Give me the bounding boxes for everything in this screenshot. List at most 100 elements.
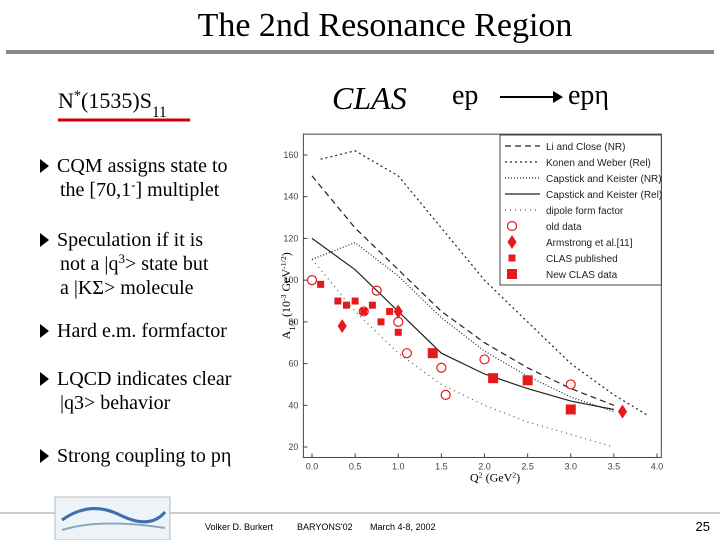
x-tick-label: 3.5 bbox=[608, 461, 621, 471]
text-run: (GeV bbox=[483, 470, 513, 484]
y-tick-label: 120 bbox=[283, 233, 298, 243]
marker-diamond bbox=[337, 319, 347, 333]
marker-circle bbox=[565, 379, 576, 390]
x-tick-label: 2.5 bbox=[521, 461, 534, 471]
x-tick-label: 3.0 bbox=[564, 461, 577, 471]
y-tick-label: 140 bbox=[283, 192, 298, 202]
reaction-initial: ep bbox=[452, 80, 478, 111]
text-run: not a |q bbox=[60, 253, 118, 275]
marker-square bbox=[522, 375, 533, 386]
text-run: A bbox=[279, 330, 293, 339]
legend-label: Li and Close (NR) bbox=[546, 142, 625, 153]
subscript: 11 bbox=[152, 104, 167, 121]
experiment: CLAS bbox=[332, 80, 407, 116]
slide-title: The 2nd Resonance Region bbox=[198, 7, 573, 44]
marker-square bbox=[368, 301, 376, 309]
text-run: (1535)S bbox=[81, 88, 152, 113]
text-run: GeV bbox=[279, 268, 293, 294]
marker-circle bbox=[306, 275, 318, 286]
x-tick-label: 0.5 bbox=[349, 461, 362, 471]
reaction-final: epη bbox=[568, 80, 609, 111]
reaction-arrow-head bbox=[553, 91, 563, 103]
marker-square bbox=[377, 318, 385, 326]
text-run: Hard e.m. formfactor bbox=[57, 320, 227, 342]
text-run: the [70,1 bbox=[60, 179, 131, 201]
marker-diamond bbox=[393, 304, 403, 319]
legend-label: dipole form factor bbox=[546, 206, 624, 217]
marker-square bbox=[394, 328, 402, 336]
bullet-text: Strong coupling to pη bbox=[57, 445, 231, 467]
bullet-text: a |KΣ> molecule bbox=[60, 277, 194, 299]
marker-square bbox=[507, 269, 517, 279]
bullet-text: the [70,1-] multiplet bbox=[60, 177, 220, 202]
marker-square bbox=[386, 307, 394, 315]
text-run: N bbox=[58, 88, 74, 113]
text-run: ] multiplet bbox=[135, 179, 219, 201]
marker-circle bbox=[393, 316, 404, 327]
legend-label: Konen and Weber (Rel) bbox=[546, 158, 651, 169]
footer-date: March 4-8, 2002 bbox=[370, 522, 436, 532]
marker-square bbox=[488, 373, 499, 384]
x-tick-label: 2.0 bbox=[478, 461, 491, 471]
marker-diamond bbox=[507, 235, 517, 249]
state-label: N*(1535)S11 bbox=[58, 88, 167, 121]
page-number: 25 bbox=[696, 519, 710, 534]
y-tick-label: 60 bbox=[288, 359, 298, 369]
marker-circle bbox=[506, 220, 518, 232]
bullet-text: Hard e.m. formfactor bbox=[57, 320, 227, 342]
bullet-marker bbox=[40, 233, 49, 247]
superscript: 3 bbox=[118, 251, 125, 266]
x-axis-label: Q2 (GeV2) bbox=[470, 470, 520, 485]
text-run: Speculation if it is bbox=[57, 229, 203, 251]
y-axis-label: A1/2 (10-3 GeV-1/2) bbox=[279, 252, 297, 339]
text-run: CQM assigns state to bbox=[57, 155, 228, 177]
legend-label: New CLAS data bbox=[546, 270, 618, 281]
marker-square bbox=[334, 297, 342, 305]
marker-circle bbox=[440, 389, 451, 400]
bullet-text: not a |q3> state but bbox=[60, 251, 209, 276]
superscript: - bbox=[131, 177, 135, 192]
superscript: 2 bbox=[512, 470, 516, 479]
marker-square bbox=[427, 348, 438, 359]
marker-circle bbox=[436, 362, 447, 373]
marker-square bbox=[343, 301, 350, 309]
legend-label: Capstick and Keister (NR) bbox=[546, 174, 662, 185]
bullet-text: CQM assigns state to bbox=[57, 155, 228, 177]
text-run: ) bbox=[279, 252, 293, 256]
text-run: LQCD indicates clear bbox=[57, 368, 232, 390]
x-tick-label: 0.0 bbox=[306, 461, 319, 471]
x-tick-label: 1.0 bbox=[392, 461, 405, 471]
marker-circle bbox=[371, 285, 382, 296]
text-run: Strong coupling to pη bbox=[57, 445, 231, 467]
marker-circle bbox=[479, 354, 490, 365]
legend-label: Capstick and Keister (Rel) bbox=[546, 190, 662, 201]
footer-conference: BARYONS'02 bbox=[297, 522, 353, 532]
superscript: -1/2 bbox=[279, 256, 288, 269]
bullet-text: Speculation if it is bbox=[57, 229, 203, 251]
marker-square bbox=[508, 254, 516, 262]
bullet-marker bbox=[40, 449, 49, 463]
figure: 0.0 0.5 1.0 1.5 2.0 2.5 3.0 3.5 4.0 20 40 60 80 100 12… bbox=[279, 133, 663, 485]
legend-label: Armstrong et al.[11] bbox=[546, 238, 633, 249]
legend-label: old data bbox=[546, 222, 582, 233]
superscript: -3 bbox=[279, 294, 288, 301]
footer-thumbnail bbox=[54, 496, 171, 540]
subscript: 1/2 bbox=[288, 320, 297, 331]
marker-square bbox=[565, 404, 576, 415]
superscript: * bbox=[74, 88, 81, 104]
theory-curve bbox=[311, 237, 615, 411]
bullet-marker bbox=[40, 324, 49, 338]
y-tick-label: 40 bbox=[288, 400, 298, 410]
marker-square bbox=[351, 297, 359, 305]
theory-curve bbox=[320, 150, 649, 417]
text-run: |q3> behavior bbox=[60, 392, 171, 414]
marker-square bbox=[317, 280, 325, 288]
bullet-marker bbox=[40, 159, 49, 173]
text-run: > state but bbox=[125, 253, 209, 275]
legend-box bbox=[499, 134, 662, 286]
text-run: a |KΣ> molecule bbox=[60, 277, 194, 299]
theory-curve bbox=[311, 258, 615, 448]
